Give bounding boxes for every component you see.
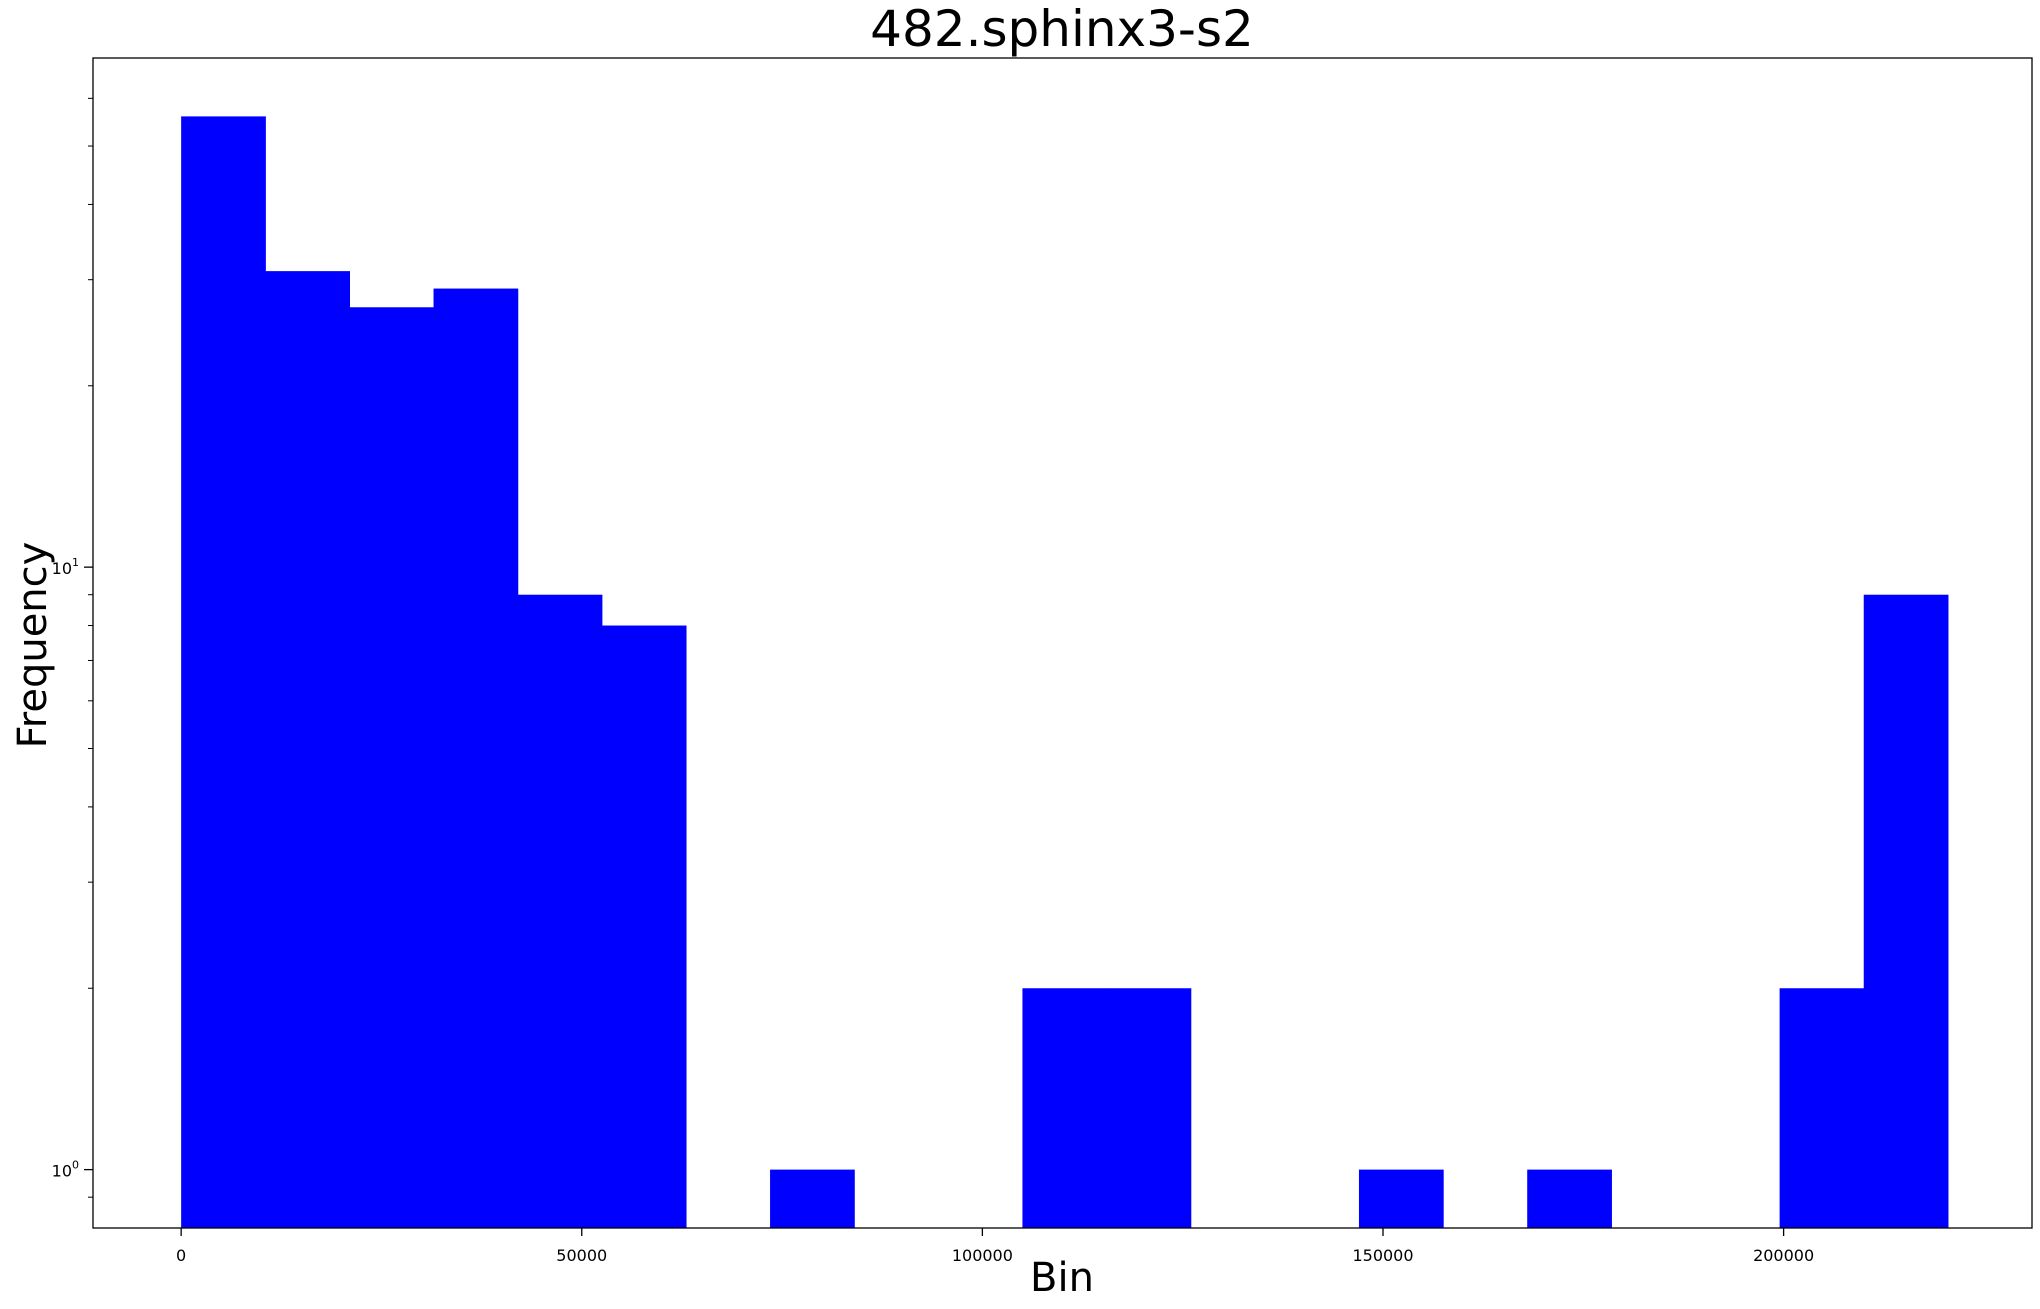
histogram-bar xyxy=(349,307,435,1228)
histogram-bar xyxy=(517,594,603,1228)
x-tick-label: 150000 xyxy=(1352,1246,1413,1265)
x-axis-label: Bin xyxy=(1030,1255,1094,1301)
bars-layer xyxy=(181,116,1949,1228)
y-tick-label: 101 xyxy=(52,556,79,578)
histogram-bar xyxy=(1358,1169,1444,1228)
histogram-bar xyxy=(601,625,687,1228)
plot-area-frame xyxy=(92,57,2033,1229)
histogram-bar xyxy=(433,288,519,1228)
histogram-bar xyxy=(181,116,266,1228)
histogram-bar xyxy=(1779,988,1865,1228)
histogram-bar xyxy=(1527,1169,1612,1228)
x-tick-label: 50000 xyxy=(556,1246,607,1265)
x-axis-ticks: 0 50000 100000 150000 200000 xyxy=(176,1228,1814,1265)
x-tick-label: 100000 xyxy=(952,1246,1013,1265)
x-tick-label: 0 xyxy=(176,1246,186,1265)
histogram-bar xyxy=(1863,594,1949,1228)
histogram-bar xyxy=(265,271,350,1228)
y-tick-label: 100 xyxy=(52,1159,79,1181)
histogram-bar xyxy=(770,1169,855,1228)
histogram-bar xyxy=(1106,988,1192,1228)
chart-title: 482.sphinx3-s2 xyxy=(870,0,1254,58)
y-axis-label: Frequency xyxy=(10,542,56,749)
histogram-bar xyxy=(1022,988,1108,1228)
x-tick-label: 200000 xyxy=(1753,1246,1814,1265)
y-axis-ticks: 100 101 xyxy=(52,97,93,1198)
